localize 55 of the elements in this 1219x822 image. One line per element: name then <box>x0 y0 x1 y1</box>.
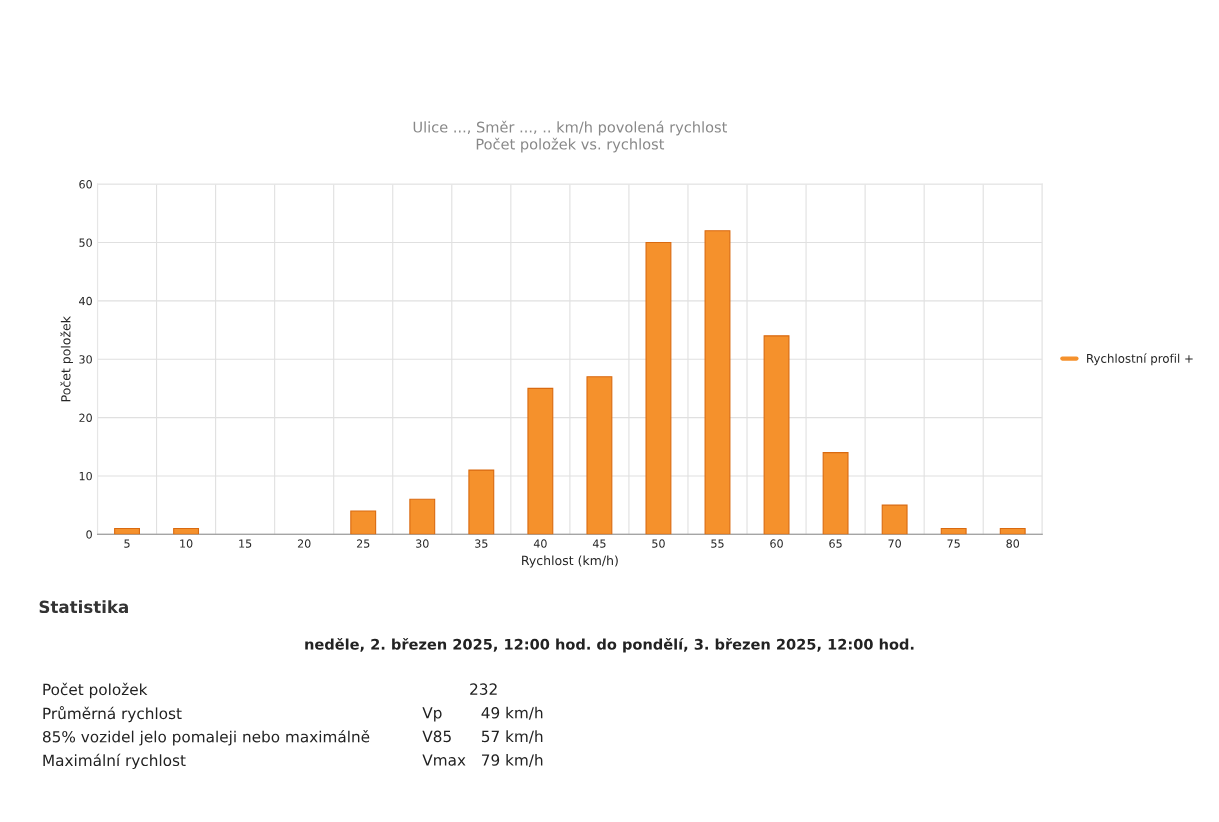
x-tick-label: 80 <box>1006 539 1020 548</box>
y-tick-label: 20 <box>79 413 92 422</box>
text: Vp <box>422 707 442 722</box>
bar <box>350 510 377 535</box>
x-tick-label: 50 <box>652 539 665 548</box>
text: V85 <box>422 730 451 743</box>
bar <box>173 527 200 535</box>
x-tick-label: 35 <box>475 539 488 548</box>
x-tick-label: 45 <box>592 539 606 548</box>
bar <box>763 335 790 535</box>
text: 85% vozidel jelo pomaleji nebo maximálně <box>42 730 370 746</box>
x-axis-title: Rychlost (km/h) <box>522 555 618 568</box>
text: 79 km/h <box>482 753 543 768</box>
chart-title: Ulice ..., Směr ..., .. km/h povolená rychlost <box>413 120 727 136</box>
x-tick-label: 65 <box>829 539 842 548</box>
text: 49 km/h <box>481 706 543 720</box>
text: Maximální rychlost <box>43 753 186 770</box>
text: 57 km/h <box>481 730 543 744</box>
text: Vmax <box>422 754 466 766</box>
bar <box>940 527 967 535</box>
x-tick-label: 70 <box>888 539 901 548</box>
bar <box>527 387 554 535</box>
y-tick-label: 50 <box>79 238 92 247</box>
x-tick-label: 60 <box>770 539 783 548</box>
bar <box>114 527 140 535</box>
bar <box>409 498 436 535</box>
y-tick-label: 30 <box>79 355 92 364</box>
x-tick-label: 5 <box>124 539 130 548</box>
x-tick-label: 55 <box>711 539 724 548</box>
y-tick-label: 60 <box>79 180 92 189</box>
y-axis-title: Počet položek <box>60 316 73 402</box>
bar <box>586 376 613 535</box>
x-tick-label: 75 <box>947 539 960 548</box>
x-tick-label: 40 <box>533 539 547 548</box>
chart-subtitle: Počet položek vs. rychlost <box>476 137 665 153</box>
text: Průměrná rychlost <box>43 706 182 723</box>
text: Statistika <box>39 600 128 614</box>
bar <box>822 452 849 535</box>
text: neděle, 2. březen 2025, 12:00 hod. do pondělí, 3. březen 2025, 12:00 hod. <box>305 637 914 653</box>
x-tick-label: 25 <box>356 539 370 548</box>
y-tick-label: 10 <box>79 471 92 481</box>
x-tick-label: 30 <box>416 539 429 548</box>
text: Počet položek <box>43 682 148 699</box>
text: 232 <box>470 683 497 695</box>
bar <box>881 504 908 535</box>
y-tick-label: 40 <box>79 296 92 306</box>
bar <box>645 241 672 535</box>
legend-label: Rychlostní profil + <box>1087 353 1193 366</box>
x-tick-label: 10 <box>180 539 193 548</box>
x-tick-label: 20 <box>297 539 311 548</box>
bar <box>704 230 731 535</box>
bar <box>468 469 495 535</box>
bar <box>999 527 1026 535</box>
x-tick-label: 15 <box>239 539 252 548</box>
y-tick-label: 0 <box>86 530 92 539</box>
